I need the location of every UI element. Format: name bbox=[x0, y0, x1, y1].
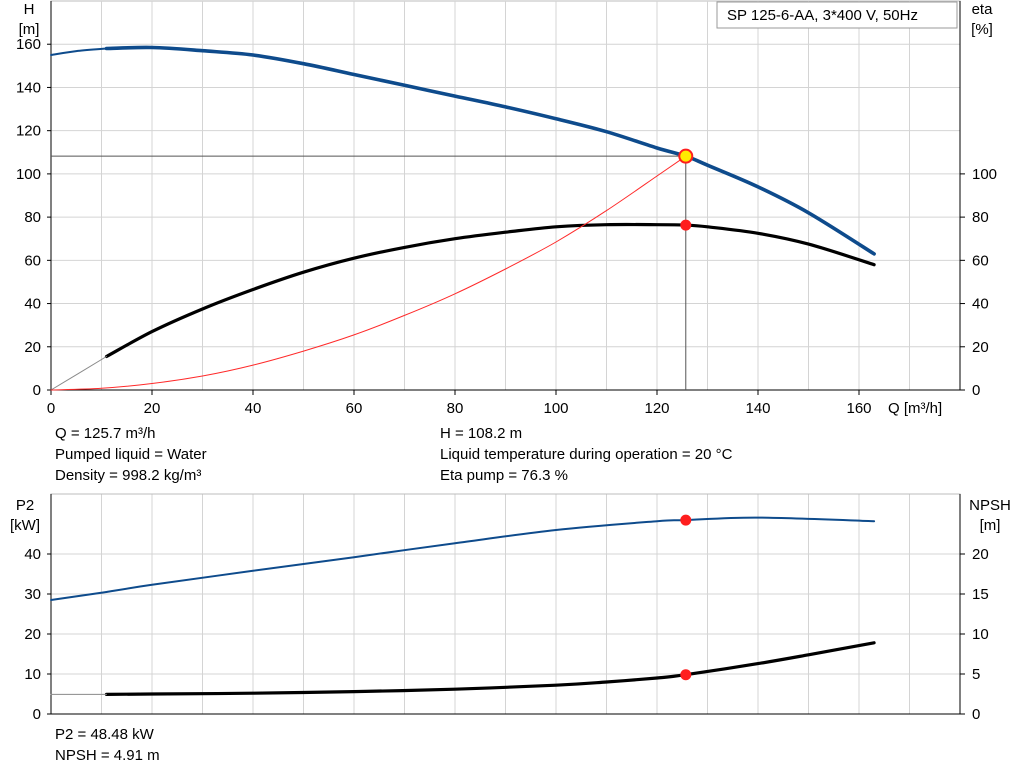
top-series-eta bbox=[104, 222, 876, 359]
top-left-unit: H bbox=[24, 1, 35, 18]
top-left-tick-label: 60 bbox=[24, 252, 41, 269]
bottom-left-unit: P2 bbox=[16, 497, 34, 514]
pump-label-box: SP 125-6-AA, 3*400 V, 50Hz bbox=[716, 1, 958, 29]
x-tick-label: 80 bbox=[447, 400, 464, 417]
info-p2: P2 = 48.48 kW bbox=[55, 726, 154, 743]
top-chart-grid bbox=[47, 0, 965, 395]
x-tick-label: 0 bbox=[47, 400, 55, 417]
op-point-head bbox=[678, 148, 694, 164]
op-point-eta bbox=[680, 219, 692, 231]
top-series-eta-ext bbox=[50, 356, 107, 391]
bottom-left-tick-label: 10 bbox=[24, 666, 41, 683]
top-series-system bbox=[50, 155, 687, 391]
bottom-series-p2 bbox=[105, 516, 876, 593]
bottom-left-tick-label: 0 bbox=[33, 706, 41, 723]
x-tick-label: 100 bbox=[543, 400, 568, 417]
info-pumped-liquid: Pumped liquid = Water bbox=[55, 446, 207, 463]
top-left-tick-label: 160 bbox=[16, 36, 41, 53]
series-layer bbox=[50, 45, 876, 696]
top-right-unit: eta bbox=[972, 1, 994, 18]
top-left-tick-label: 80 bbox=[24, 209, 41, 226]
top-left-tick-label: 140 bbox=[16, 79, 41, 96]
bottom-left-unit: [kW] bbox=[10, 517, 40, 534]
info-npsh: NPSH = 4.91 m bbox=[55, 747, 160, 764]
info-eta-pump: Eta pump = 76.3 % bbox=[440, 467, 568, 484]
bottom-right-tick-label: 15 bbox=[972, 586, 989, 603]
top-left-tick-label: 100 bbox=[16, 166, 41, 183]
pump-label: SP 125-6-AA, 3*400 V, 50Hz bbox=[727, 7, 918, 24]
bottom-right-tick-label: 10 bbox=[972, 626, 989, 643]
top-right-tick-label: 80 bbox=[972, 209, 989, 226]
operating-point-markers bbox=[51, 148, 694, 681]
top-right-tick-label: 40 bbox=[972, 296, 989, 313]
top-right-tick-label: 100 bbox=[972, 166, 997, 183]
info-liquid-temperature: Liquid temperature during operation = 20… bbox=[440, 446, 733, 463]
op-point-p2 bbox=[680, 514, 692, 526]
top-series-h-ext bbox=[50, 47, 108, 56]
bottom-right-unit: NPSH bbox=[969, 497, 1011, 514]
top-left-tick-label: 20 bbox=[24, 339, 41, 356]
bottom-right-unit: [m] bbox=[980, 517, 1001, 534]
bottom-right-tick-label: 0 bbox=[972, 706, 980, 723]
bottom-series-p2-ext bbox=[50, 591, 108, 601]
top-right-tick-label: 0 bbox=[972, 382, 980, 399]
bottom-left-tick-label: 30 bbox=[24, 586, 41, 603]
bottom-right-tick-label: 20 bbox=[972, 546, 989, 563]
bottom-left-tick-label: 20 bbox=[24, 626, 41, 643]
top-series-h bbox=[104, 45, 876, 256]
info-flow: Q = 125.7 m³/h bbox=[55, 425, 156, 442]
x-tick-label: 40 bbox=[245, 400, 262, 417]
op-point-npsh bbox=[680, 669, 692, 681]
top-left-tick-label: 0 bbox=[33, 382, 41, 399]
top-right-unit: [%] bbox=[971, 21, 993, 38]
x-tick-label: 60 bbox=[346, 400, 363, 417]
x-tick-label: 140 bbox=[745, 400, 770, 417]
top-right-tick-label: 20 bbox=[972, 339, 989, 356]
bottom-series-npsh bbox=[104, 641, 876, 696]
top-right-tick-label: 60 bbox=[972, 252, 989, 269]
info-density: Density = 998.2 kg/m³ bbox=[55, 467, 202, 484]
x-tick-label: 20 bbox=[144, 400, 161, 417]
x-tick-label: 160 bbox=[846, 400, 871, 417]
bottom-chart-grid bbox=[47, 493, 965, 715]
x-tick-label: 120 bbox=[644, 400, 669, 417]
x-axis-unit: Q [m³/h] bbox=[888, 400, 942, 417]
bottom-right-tick-label: 5 bbox=[972, 666, 980, 683]
top-left-tick-label: 40 bbox=[24, 296, 41, 313]
bottom-left-tick-label: 40 bbox=[24, 546, 41, 563]
info-head: H = 108.2 m bbox=[440, 425, 523, 442]
top-left-unit: [m] bbox=[19, 21, 40, 38]
top-left-tick-label: 120 bbox=[16, 123, 41, 140]
